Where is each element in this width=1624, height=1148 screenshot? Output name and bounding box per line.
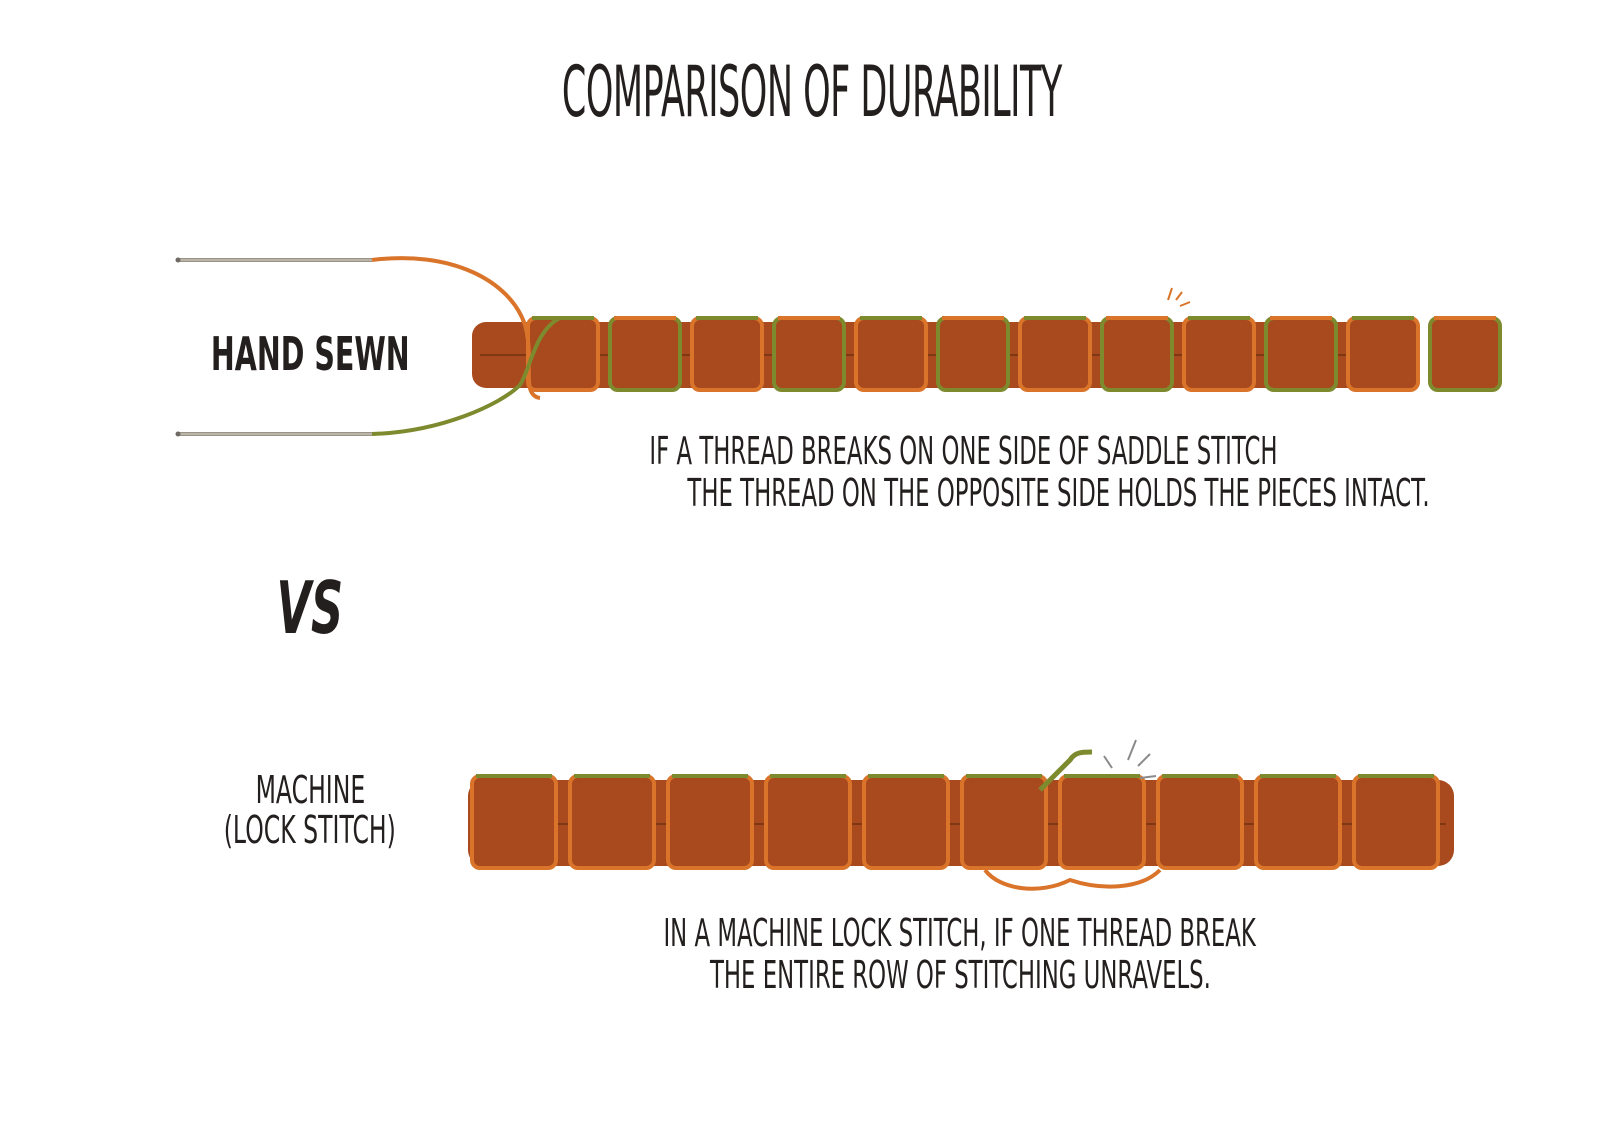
machine-label: MACHINE (LOCK STITCH) bbox=[160, 770, 460, 850]
machine-label-line1: MACHINE bbox=[255, 768, 365, 812]
hand-stitch-block bbox=[1264, 316, 1338, 392]
hand-sewn-caption-line2: THE THREAD ON THE OPPOSITE SIDE HOLDS TH… bbox=[687, 471, 1430, 515]
hand-stitch-block bbox=[690, 316, 764, 392]
hand-sewn-label: HAND SEWN bbox=[150, 328, 450, 380]
hand-stitch-block bbox=[854, 316, 928, 392]
hand-sewn-label-text: HAND SEWN bbox=[210, 327, 410, 381]
machine-stitch-block bbox=[470, 774, 558, 870]
machine-stitch-block bbox=[1352, 774, 1440, 870]
machine-stitch-block bbox=[960, 774, 1048, 870]
machine-stitch-row bbox=[468, 739, 1454, 891]
hand-stitch-block bbox=[608, 316, 682, 392]
hand-stitch-block bbox=[936, 316, 1010, 392]
hand-stitch-block bbox=[772, 316, 846, 392]
machine-caption-line1: IN A MACHINE LOCK STITCH, IF ONE THREAD … bbox=[663, 911, 1257, 955]
page-title: COMPARISON OF DURABILITY bbox=[0, 42, 1624, 142]
machine-stitch-block bbox=[1254, 774, 1342, 870]
hand-stitch-block bbox=[1428, 316, 1502, 392]
machine-caption-line2: THE ENTIRE ROW OF STITCHING UNRAVELS. bbox=[709, 953, 1211, 997]
machine-caption: IN A MACHINE LOCK STITCH, IF ONE THREAD … bbox=[460, 912, 1460, 996]
thread-break-icon bbox=[1167, 287, 1191, 307]
hand-sewn-caption: IF A THREAD BREAKS ON ONE SIDE OF SADDLE… bbox=[440, 430, 1480, 514]
machine-label-line2: (LOCK STITCH) bbox=[223, 808, 397, 852]
hand-sewn-stitch-row bbox=[175, 256, 1502, 437]
versus-label-text: VS bbox=[276, 566, 344, 650]
hand-stitch-block bbox=[526, 316, 600, 392]
thread-break-icon bbox=[1103, 739, 1157, 779]
machine-stitch-block bbox=[1156, 774, 1244, 870]
needle-icon bbox=[175, 257, 372, 263]
machine-stitch-block bbox=[666, 774, 754, 870]
machine-stitch-block bbox=[764, 774, 852, 870]
hand-stitch-block bbox=[1018, 316, 1092, 392]
hand-stitch-block bbox=[1100, 316, 1174, 392]
versus-label: VS bbox=[250, 568, 370, 648]
hand-sewn-caption-line1: IF A THREAD BREAKS ON ONE SIDE OF SADDLE… bbox=[649, 429, 1278, 473]
machine-stitch-block bbox=[568, 774, 656, 870]
machine-stitch-block bbox=[862, 774, 950, 870]
hand-stitch-block bbox=[1346, 316, 1420, 392]
page-title-text: COMPARISON OF DURABILITY bbox=[562, 51, 1062, 133]
needle-icon bbox=[175, 431, 372, 437]
machine-stitch-block bbox=[1058, 774, 1146, 870]
hand-stitch-block bbox=[1182, 316, 1256, 392]
